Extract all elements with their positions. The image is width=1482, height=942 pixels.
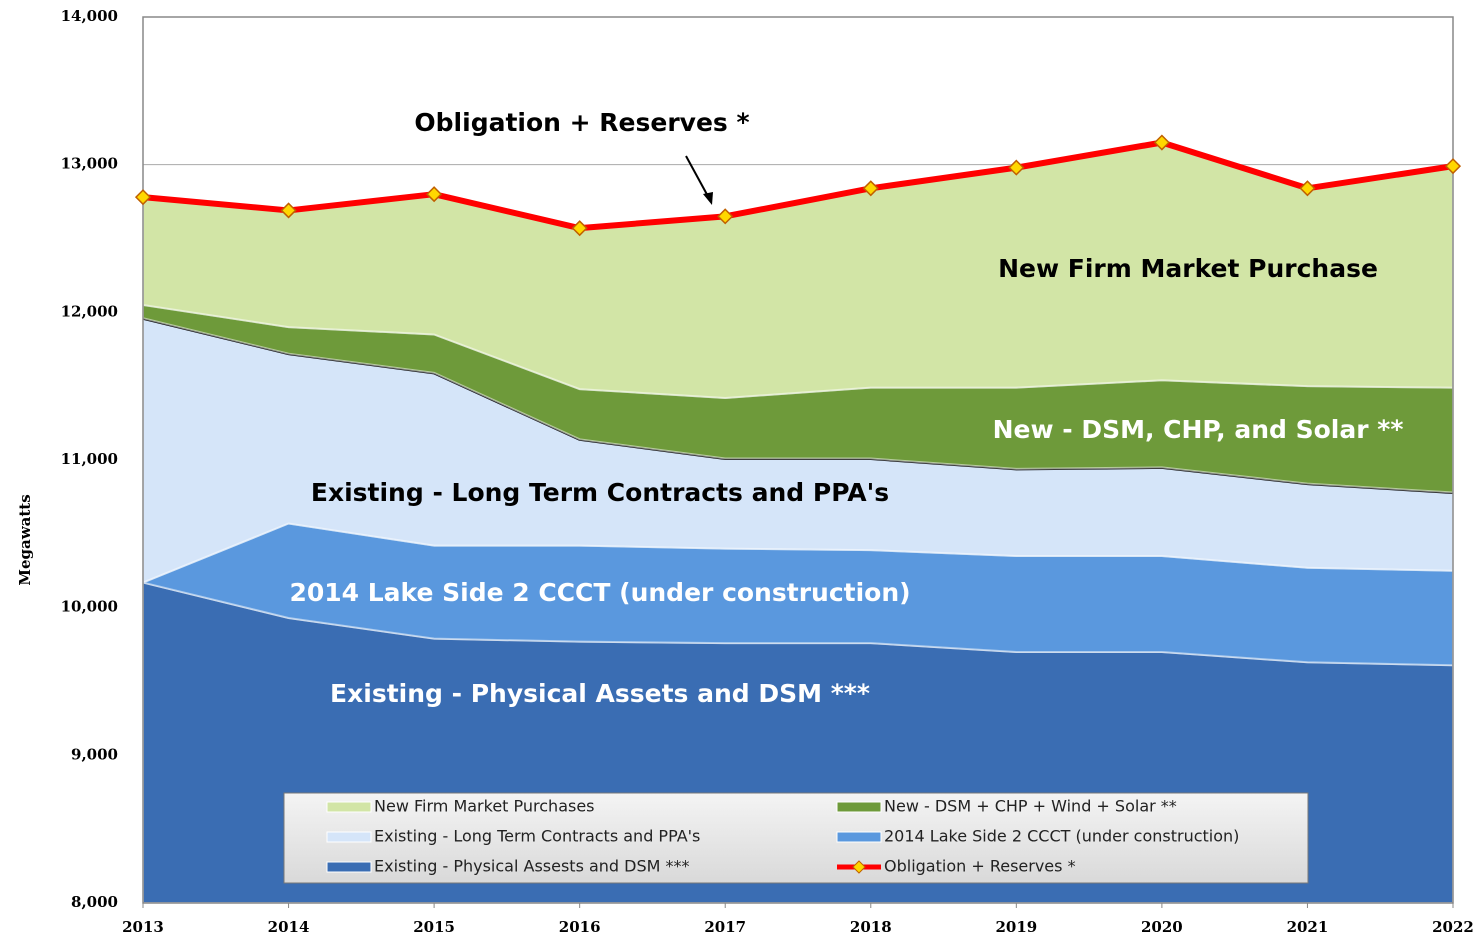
marker	[1153, 134, 1170, 151]
y-axis-label: Megawatts	[16, 494, 34, 585]
y-tick-label: 11,000	[61, 450, 118, 468]
legend-swatch	[836, 801, 882, 813]
annotation: Obligation + Reserves *	[414, 108, 749, 137]
legend-label: Existing - Long Term Contracts and PPA's	[374, 827, 700, 846]
marker	[134, 189, 152, 206]
marker	[1299, 180, 1316, 197]
y-tick-label: 8,000	[71, 893, 118, 911]
annotation: New - DSM, CHP, and Solar **	[993, 415, 1404, 444]
x-tick-label: 2017	[704, 918, 746, 936]
annotation: Existing - Physical Assets and DSM ***	[330, 679, 870, 708]
line	[142, 139, 1454, 232]
y-tick-label: 13,000	[61, 155, 118, 173]
marker	[280, 202, 297, 219]
x-tick-label: 2018	[850, 918, 892, 936]
marker	[1444, 158, 1462, 175]
annotation-arrowhead	[703, 192, 713, 205]
x-tick-label: 2016	[559, 918, 601, 936]
x-tick-label: 2019	[995, 918, 1037, 936]
marker	[862, 180, 879, 197]
legend-label: Existing - Physical Assests and DSM ***	[374, 857, 690, 876]
y-tick-label: 10,000	[61, 598, 118, 616]
x-tick-label: 2022	[1432, 918, 1474, 936]
x-tick-label: 2013	[122, 918, 164, 936]
legend-swatch	[326, 831, 372, 843]
plot-frame	[142, 16, 1454, 904]
y-tick-label: 14,000	[61, 7, 118, 25]
y-tick-label: 12,000	[61, 302, 118, 320]
legend	[283, 792, 1309, 884]
annotation: New Firm Market Purchase	[998, 254, 1378, 283]
annotation: Existing - Long Term Contracts and PPA's	[311, 478, 889, 507]
marker	[717, 208, 734, 225]
marker	[571, 220, 588, 237]
legend-label: New Firm Market Purchases	[374, 797, 595, 816]
x-tick-label: 2020	[1141, 918, 1183, 936]
legend-swatch	[326, 801, 372, 813]
annotation: 2014 Lake Side 2 CCCT (under constructio…	[289, 578, 910, 607]
y-tick-label: 9,000	[71, 745, 118, 763]
x-tick-label: 2015	[413, 918, 455, 936]
legend-swatch	[326, 861, 372, 873]
legend-marker	[852, 860, 866, 874]
x-tick-label: 2014	[268, 918, 310, 936]
legend-label: New - DSM + CHP + Wind + Solar **	[884, 797, 1177, 816]
x-tick-label: 2021	[1287, 918, 1329, 936]
legend-label: 2014 Lake Side 2 CCCT (under constructio…	[884, 827, 1239, 846]
marker	[426, 186, 443, 203]
legend-swatch	[836, 831, 882, 843]
legend-label: Obligation + Reserves *	[884, 857, 1076, 876]
annotation-arrow	[685, 155, 711, 201]
marker	[1008, 159, 1025, 176]
